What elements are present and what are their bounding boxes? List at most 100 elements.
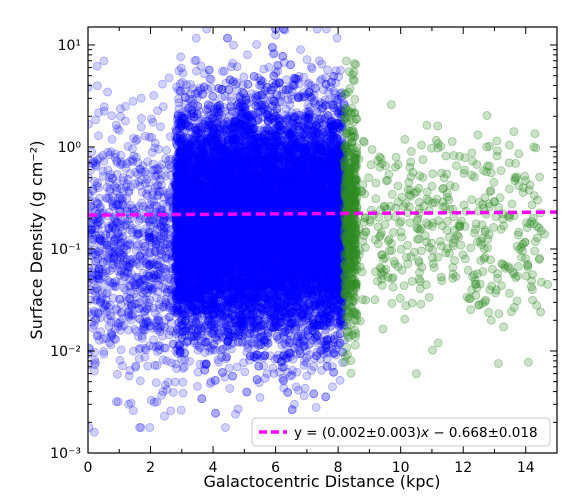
data-point [111,282,121,292]
data-point [150,360,160,370]
data-point [158,79,167,89]
data-point [145,281,155,290]
data-point [121,285,131,295]
data-point [137,198,147,208]
data-point [93,309,103,319]
data-point [155,187,165,197]
data-point [104,224,113,234]
data-point [154,144,164,154]
data-point [109,199,118,209]
data-point [116,157,126,167]
data-point [152,181,162,191]
data-point [155,341,165,351]
data-point [148,117,158,127]
data-point [93,224,103,234]
data-point [102,256,112,266]
data-point [155,274,165,284]
data-point [140,352,150,362]
data-point [116,299,126,309]
data-point [163,239,172,248]
data-point [145,249,155,258]
data-point [128,346,138,356]
data-point [98,268,107,278]
data-point [154,269,164,279]
data-point [99,156,109,166]
data-point [151,321,161,331]
point-series [88,27,349,437]
data-point [121,116,130,126]
data-point [136,343,145,353]
data-point [131,167,140,177]
data-point [103,87,112,97]
data-point [127,309,137,319]
data-point [105,338,114,348]
data-point [105,186,115,196]
data-point [131,282,141,292]
data-point [100,279,110,289]
data-point [103,147,113,157]
data-point [159,343,169,353]
data-point [151,271,161,281]
data-point [107,134,117,144]
data-point [106,170,116,179]
data-point [152,224,162,234]
data-point [123,141,133,151]
data-point [104,223,114,233]
data-point [124,371,134,381]
data-point [137,114,146,123]
data-point [144,247,154,257]
data-point [118,250,128,260]
data-point [153,187,163,196]
data-point [88,230,97,239]
data-point [152,293,162,303]
data-point [157,160,167,170]
data-point [91,358,100,368]
data-point [162,385,172,395]
data-point [89,306,99,316]
data-point [92,284,102,294]
data-point [161,171,171,181]
data-point [125,273,135,283]
data-point [99,56,109,66]
data-point [135,298,145,308]
data-point [96,231,105,241]
data-point [118,176,128,186]
data-point [153,347,162,356]
data-point [144,132,154,142]
data-point [135,251,145,261]
data-point [135,284,145,294]
data-point [170,274,180,284]
data-point [111,244,121,254]
data-point [144,271,154,281]
data-point [92,295,102,304]
data-point [162,216,172,226]
data-point [125,365,135,375]
data-point [120,272,129,282]
data-point [105,266,115,275]
data-point [108,263,118,273]
data-point [162,188,172,198]
data-point [107,111,117,121]
data-point [145,423,155,432]
data-point [136,122,146,132]
data-point [158,283,168,292]
data-point [105,150,115,160]
data-point [140,313,150,323]
data-point [107,328,116,338]
data-point [155,345,165,355]
data-point [176,405,186,415]
data-point [114,319,123,328]
data-point [113,397,123,407]
data-point [108,221,118,231]
data-point [117,159,127,169]
data-point [115,191,125,201]
data-point [133,332,143,342]
data-point [144,261,154,271]
data-point [88,159,98,169]
data-point [144,233,154,243]
data-point [124,281,134,291]
data-point [109,334,119,344]
data-point [151,378,161,388]
data-point [139,295,149,305]
